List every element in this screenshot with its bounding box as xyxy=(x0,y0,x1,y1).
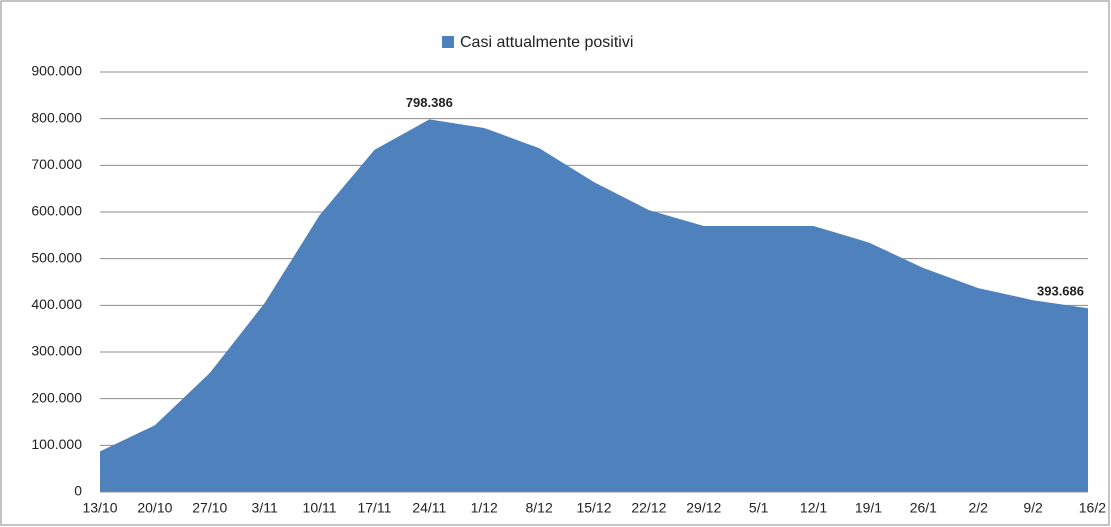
y-tick-label: 900.000 xyxy=(31,63,82,79)
x-tick-label: 5/1 xyxy=(749,500,769,516)
x-tick-label: 10/11 xyxy=(303,500,337,516)
area xyxy=(100,119,1088,493)
value-label: 393.686 xyxy=(1037,284,1084,299)
x-tick-label: 3/11 xyxy=(252,500,278,516)
x-tick-label: 2/2 xyxy=(968,500,988,516)
y-tick-label: 800.000 xyxy=(31,109,82,125)
x-tick-label: 16/2 xyxy=(1079,500,1106,516)
legend-label: Casi attualmente positivi xyxy=(460,34,633,51)
x-tick-label: 20/10 xyxy=(137,500,172,516)
value-label: 798.386 xyxy=(406,95,453,110)
x-tick-label: 29/12 xyxy=(686,500,721,516)
x-tick-label: 22/12 xyxy=(631,500,666,516)
y-tick-label: 100.000 xyxy=(31,436,82,452)
y-tick-label: 600.000 xyxy=(31,203,82,219)
y-tick-label: 300.000 xyxy=(31,343,82,359)
x-tick-label: 17/11 xyxy=(357,500,391,516)
y-tick-label: 0 xyxy=(74,483,82,499)
x-tick-label: 9/2 xyxy=(1023,500,1043,516)
y-tick-label: 200.000 xyxy=(31,389,82,405)
x-tick-label: 24/11 xyxy=(412,500,446,516)
x-tick-label: 12/1 xyxy=(800,500,827,516)
x-tick-label: 13/10 xyxy=(82,500,117,516)
x-tick-label: 15/12 xyxy=(576,500,611,516)
x-tick-label: 27/10 xyxy=(192,500,227,516)
x-tick-label: 8/12 xyxy=(525,500,552,516)
y-tick-label: 400.000 xyxy=(31,296,82,312)
x-tick-label: 1/12 xyxy=(471,500,498,516)
y-tick-label: 500.000 xyxy=(31,249,82,265)
x-tick-label: 26/1 xyxy=(910,500,937,516)
x-tick-label: 19/1 xyxy=(855,500,882,516)
y-tick-label: 700.000 xyxy=(31,156,82,172)
legend-swatch xyxy=(442,36,454,48)
